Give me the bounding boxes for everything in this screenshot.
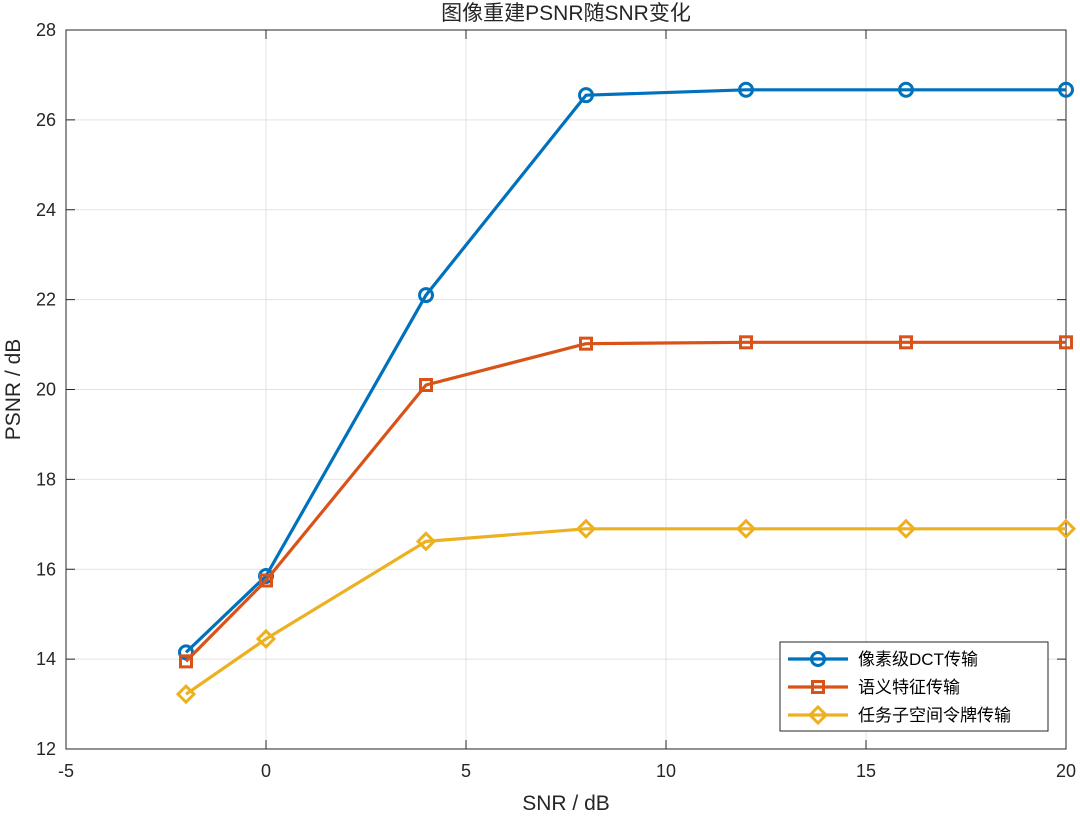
data-point [175,684,197,705]
series-line [184,340,1066,663]
data-point [735,518,757,539]
legend-entry: 任务子空间令牌传输 [788,704,1011,726]
data-point [178,644,194,661]
series-2 [179,335,1073,669]
legend-label: 任务子空间令牌传输 [858,706,1011,725]
data-point [1055,518,1077,539]
data-point [259,573,273,588]
data-point [898,81,914,98]
x-tick-label: 5 [461,761,471,781]
data-point [415,531,437,552]
data-point [739,335,753,350]
y-axis-label: PSNR / dB [2,339,25,441]
legend-label: 语义特征传输 [858,678,960,697]
data-point [738,81,754,98]
data-point [575,518,597,539]
x-axis-label: SNR / dB [522,792,610,815]
data-point [899,335,913,350]
y-tick-label: 14 [36,649,56,669]
data-point [1058,81,1074,98]
data-point [895,518,917,539]
x-tick-label: 10 [656,761,676,781]
legend-marker [811,680,825,694]
series-3 [175,518,1077,705]
data-point [255,628,277,650]
y-tick-label: 26 [36,110,56,130]
y-tick-label: 24 [36,200,56,220]
series-line [185,527,1066,696]
axis-ticks: -5 0 5 10 15 20 12 14 16 18 20 22 24 26 28 [36,20,1076,781]
chart-title: 图像重建PSNR随SNR变化 [441,2,691,25]
x-tick-label: 0 [261,761,271,781]
y-tick-label: 28 [36,20,56,40]
y-tick-label: 16 [36,559,56,579]
data-point [179,654,193,669]
y-tick-label: 18 [36,469,56,489]
legend-entry: 像素级DCT传输 [788,650,978,669]
data-point [418,287,434,304]
legend-label: 像素级DCT传输 [858,650,978,669]
data-point [419,378,433,393]
legend-marker [807,704,829,726]
data-point [579,336,593,351]
y-tick-label: 20 [36,380,56,400]
y-tick-label: 22 [36,290,56,310]
legend-entry: 语义特征传输 [788,678,960,697]
legend-marker [810,651,826,667]
data-point [1059,335,1073,350]
x-tick-label: 20 [1056,761,1076,781]
x-tick-label: -5 [58,761,74,781]
series-group [175,81,1077,705]
x-tick-label: 15 [856,761,876,781]
y-tick-label: 12 [36,739,56,759]
data-point [578,87,594,104]
